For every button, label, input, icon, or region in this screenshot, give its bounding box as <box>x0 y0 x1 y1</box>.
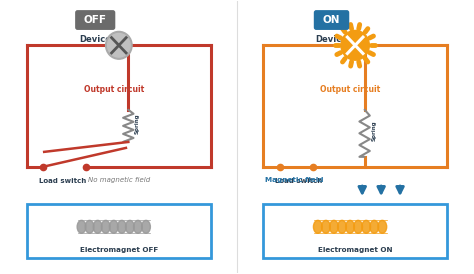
Text: Electromagnet ON: Electromagnet ON <box>318 247 392 253</box>
Text: Device: Device <box>316 35 347 44</box>
Text: Output circuit: Output circuit <box>84 85 144 95</box>
Ellipse shape <box>93 220 102 233</box>
Ellipse shape <box>346 220 355 233</box>
Text: No magnetic field: No magnetic field <box>88 177 150 183</box>
Text: ON: ON <box>323 15 340 25</box>
FancyBboxPatch shape <box>75 10 115 30</box>
Text: Load switch: Load switch <box>275 178 322 184</box>
Text: Spring: Spring <box>135 113 140 134</box>
Ellipse shape <box>370 220 379 233</box>
Ellipse shape <box>85 220 94 233</box>
Ellipse shape <box>354 220 363 233</box>
FancyBboxPatch shape <box>314 10 349 30</box>
Text: Spring: Spring <box>371 121 376 141</box>
Ellipse shape <box>109 220 118 233</box>
Ellipse shape <box>134 220 142 233</box>
Ellipse shape <box>101 220 110 233</box>
Ellipse shape <box>337 220 346 233</box>
Circle shape <box>341 30 369 60</box>
Ellipse shape <box>126 220 134 233</box>
Ellipse shape <box>142 220 150 233</box>
Circle shape <box>106 32 132 59</box>
Text: Output circuit: Output circuit <box>320 85 381 95</box>
Text: Electromagnet OFF: Electromagnet OFF <box>80 247 158 253</box>
Text: Load switch: Load switch <box>38 178 86 184</box>
Ellipse shape <box>362 220 371 233</box>
Ellipse shape <box>321 220 330 233</box>
Circle shape <box>108 33 130 57</box>
Ellipse shape <box>77 220 86 233</box>
Text: OFF: OFF <box>84 15 107 25</box>
Ellipse shape <box>378 220 387 233</box>
Text: Magnetic field: Magnetic field <box>265 177 324 183</box>
Text: Device: Device <box>79 35 111 44</box>
Ellipse shape <box>118 220 126 233</box>
Ellipse shape <box>329 220 338 233</box>
Ellipse shape <box>313 220 322 233</box>
